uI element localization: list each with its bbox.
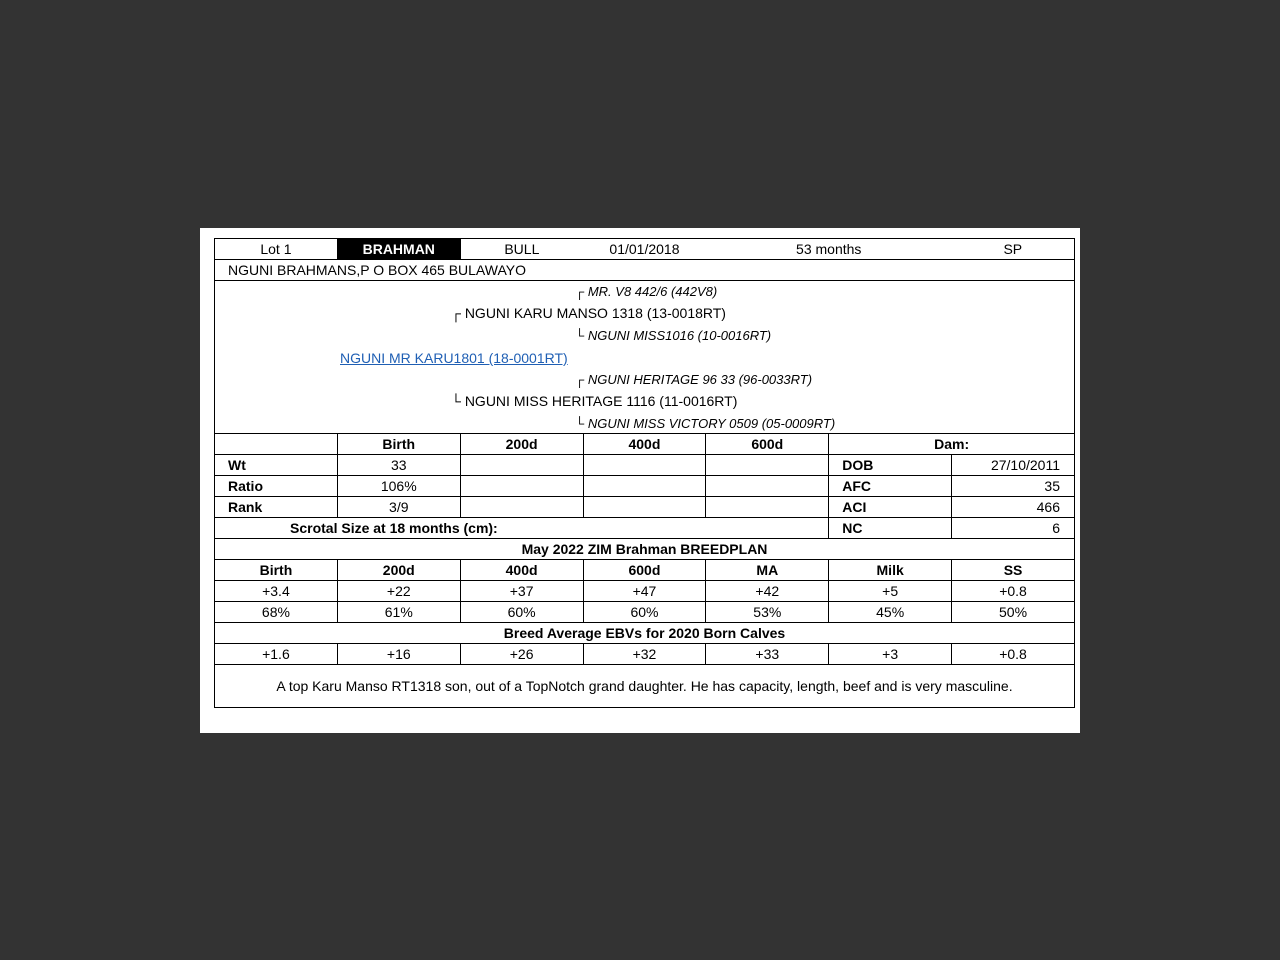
- breed-average-title: Breed Average EBVs for 2020 Born Calves: [214, 622, 1075, 644]
- dam-label: AFC: [828, 475, 953, 497]
- average-value: +26: [459, 643, 584, 665]
- breeder: NGUNI BRAHMANS,P O BOX 465 BULAWAYO: [214, 259, 1075, 281]
- breedplan-title: May 2022 ZIM Brahman BREEDPLAN: [214, 538, 1075, 560]
- lot-table: Lot 1 BRAHMAN BULL 01/01/2018 53 months …: [213, 238, 1075, 708]
- ebv-value: +3.4: [214, 580, 338, 602]
- dam-label: DOB: [828, 454, 953, 476]
- ebv-value: +0.8: [951, 580, 1075, 602]
- perf-row: Wt 33 DOB 27/10/2011: [214, 454, 1075, 476]
- comment: A top Karu Manso RT1318 son, out of a To…: [214, 664, 1075, 708]
- accuracy-value: 60%: [582, 601, 707, 623]
- dam-title: Dam:: [828, 433, 1075, 455]
- dam-label: ACI: [828, 496, 953, 518]
- perf-value: 106%: [336, 475, 461, 497]
- ebv-value: +37: [459, 580, 584, 602]
- age: 53 months: [705, 238, 952, 260]
- perf-value: [705, 496, 830, 518]
- accuracy-row: 68% 61% 60% 60% 53% 45% 50%: [214, 601, 1075, 623]
- ebv-header: 600d: [582, 559, 707, 581]
- average-value: +1.6: [214, 643, 338, 665]
- lot-number: Lot 1: [214, 238, 338, 260]
- perf-header: 600d: [705, 433, 830, 455]
- perf-row: Ratio 106% AFC 35: [214, 475, 1075, 497]
- dam-value: 466: [951, 496, 1075, 518]
- perf-label: Rank: [214, 496, 338, 518]
- perf-row: Rank 3/9 ACI 466: [214, 496, 1075, 518]
- animal-name-link[interactable]: NGUNI MR KARU1801 (18-0001RT): [340, 350, 568, 366]
- blank-cell: [214, 433, 338, 455]
- perf-value: [459, 475, 584, 497]
- accuracy-value: 61%: [336, 601, 461, 623]
- pedigree-sire: ┌ NGUNI KARU MANSO 1318 (13-0018RT): [451, 305, 726, 321]
- perf-label: Wt: [214, 454, 338, 476]
- ebv-header: Milk: [828, 559, 953, 581]
- average-value: +16: [336, 643, 461, 665]
- header-row: Lot 1 BRAHMAN BULL 01/01/2018 53 months …: [214, 238, 1075, 260]
- accuracy-value: 45%: [828, 601, 953, 623]
- average-value: +32: [582, 643, 707, 665]
- ebv-value: +47: [582, 580, 707, 602]
- perf-label: Ratio: [214, 475, 338, 497]
- ebv-header: 400d: [459, 559, 584, 581]
- pedigree-sire-dam: └ NGUNI MISS1016 (10-0016RT): [575, 328, 772, 343]
- perf-value: [459, 454, 584, 476]
- perf-value: [582, 475, 707, 497]
- dob: 01/01/2018: [583, 238, 706, 260]
- perf-value: 33: [336, 454, 461, 476]
- ebv-header: SS: [951, 559, 1075, 581]
- pedigree-dam: └ NGUNI MISS HERITAGE 1116 (11-0016RT): [451, 393, 738, 409]
- dam-value: 35: [951, 475, 1075, 497]
- dam-label: NC: [828, 517, 953, 539]
- status: SP: [951, 238, 1075, 260]
- ebv-value: +5: [828, 580, 953, 602]
- perf-value: [459, 496, 584, 518]
- accuracy-value: 68%: [214, 601, 338, 623]
- perf-value: [705, 475, 830, 497]
- ebv-header: 200d: [336, 559, 461, 581]
- accuracy-value: 60%: [459, 601, 584, 623]
- ebv-header: MA: [705, 559, 830, 581]
- pedigree: ┌ MR. V8 442/6 (442V8) ┌ NGUNI KARU MANS…: [214, 280, 1075, 434]
- pedigree-dam-sire: ┌ NGUNI HERITAGE 96 33 (96-0033RT): [575, 372, 813, 387]
- pedigree-dam-dam: └ NGUNI MISS VICTORY 0509 (05-0009RT): [575, 416, 836, 431]
- perf-value: [582, 454, 707, 476]
- perf-header: 400d: [582, 433, 707, 455]
- perf-value: 3/9: [336, 496, 461, 518]
- perf-header: 200d: [459, 433, 584, 455]
- lot-card: Lot 1 BRAHMAN BULL 01/01/2018 53 months …: [200, 228, 1080, 733]
- average-value: +3: [828, 643, 953, 665]
- accuracy-value: 50%: [951, 601, 1075, 623]
- breed-average-row: +1.6 +16 +26 +32 +33 +3 +0.8: [214, 643, 1075, 665]
- breed: BRAHMAN: [336, 238, 461, 260]
- perf-header: Birth: [336, 433, 461, 455]
- dam-value: 27/10/2011: [951, 454, 1075, 476]
- perf-value: [582, 496, 707, 518]
- ebv-value: +22: [336, 580, 461, 602]
- dam-value: 6: [951, 517, 1075, 539]
- ebv-row: +3.4 +22 +37 +47 +42 +5 +0.8: [214, 580, 1075, 602]
- average-value: +33: [705, 643, 830, 665]
- ebv-value: +42: [705, 580, 830, 602]
- ebv-header-row: Birth 200d 400d 600d MA Milk SS: [214, 559, 1075, 581]
- ebv-header: Birth: [214, 559, 338, 581]
- perf-value: [705, 454, 830, 476]
- sex: BULL: [459, 238, 584, 260]
- scrotal-size-label: Scrotal Size at 18 months (cm):: [213, 517, 830, 539]
- pedigree-sire-sire: ┌ MR. V8 442/6 (442V8): [575, 284, 718, 299]
- accuracy-value: 53%: [705, 601, 830, 623]
- average-value: +0.8: [951, 643, 1075, 665]
